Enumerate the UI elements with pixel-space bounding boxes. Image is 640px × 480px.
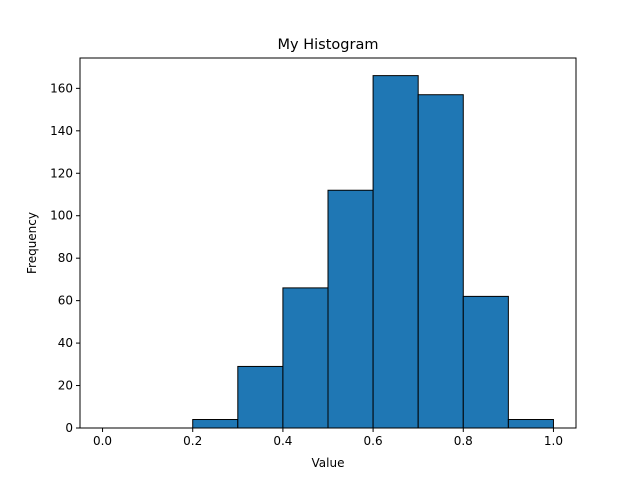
x-tick-label: 0.6	[364, 434, 383, 448]
x-tick-label: 0.4	[273, 434, 292, 448]
histogram-bar	[507, 419, 554, 429]
x-tick-label: 0.0	[93, 434, 112, 448]
y-tick-label: 60	[58, 294, 73, 308]
chart-title: My Histogram	[278, 37, 379, 53]
x-tick-label: 0.8	[454, 434, 473, 448]
x-ticks-group: 0.0 0.2 0.4 0.6 0.8 1.0	[93, 428, 563, 448]
y-tick-label: 40	[58, 336, 73, 350]
y-ticks-group: 0 20 40 60 80 100 120 140 160	[50, 81, 80, 435]
histogram-bar	[237, 365, 284, 429]
histogram-bar	[327, 189, 374, 429]
y-tick-label: 140	[50, 124, 73, 138]
x-tick-label: 1.0	[544, 434, 563, 448]
y-tick-label: 100	[50, 209, 73, 223]
y-tick-label: 80	[58, 251, 73, 265]
histogram-bar	[462, 295, 509, 429]
bars-group	[192, 75, 554, 429]
axes-frame	[79, 57, 577, 429]
y-tick-label: 20	[58, 379, 73, 393]
y-tick-label: 0	[65, 421, 73, 435]
y-axis-label: Frequency	[25, 212, 39, 274]
x-tick-label: 0.2	[183, 434, 202, 448]
histogram-bar	[417, 94, 464, 429]
histogram-bar	[372, 75, 419, 429]
histogram-bar	[282, 287, 329, 429]
histogram-bar	[192, 419, 239, 429]
y-tick-label: 160	[50, 81, 73, 95]
x-axis-label: Value	[312, 456, 345, 470]
y-tick-label: 120	[50, 166, 73, 180]
